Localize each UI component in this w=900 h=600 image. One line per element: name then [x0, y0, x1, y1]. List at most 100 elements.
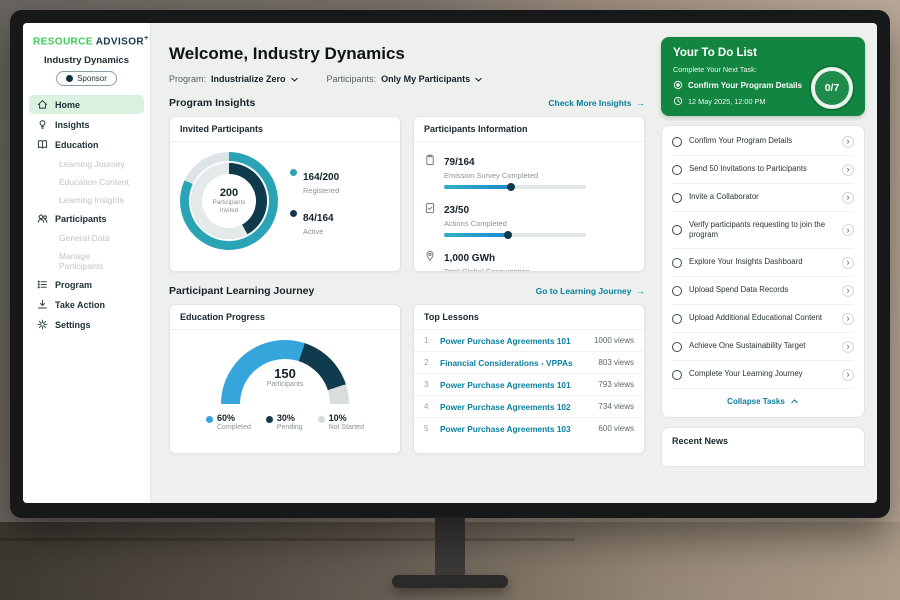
chevron-right-icon[interactable]: ›	[842, 340, 854, 353]
page-title: Welcome, Industry Dynamics	[169, 44, 405, 63]
lesson-link[interactable]: Financial Considerations - VPPAs	[440, 357, 573, 368]
stat-row: 1,000 GWh Total Global Consumption	[424, 248, 634, 272]
checkbox-circle-icon[interactable]	[672, 164, 682, 175]
checkbox-circle-icon[interactable]	[672, 136, 682, 147]
todo-task-row[interactable]: Upload Spend Data Records ›	[672, 277, 854, 306]
monitor-bezel: RESOURCE ADVISOR+ Industry Dynamics Spon…	[10, 10, 890, 518]
gauge-center-value: 150	[274, 366, 296, 381]
lesson-link[interactable]: Power Purchase Agreements 102	[440, 401, 571, 412]
todo-subtitle: Complete Your Next Task:	[673, 65, 757, 74]
clock-icon	[673, 96, 683, 106]
todo-tasks-card: Confirm Your Program Details › Send 50 I…	[661, 125, 865, 419]
sidebar-item-insights[interactable]: Insights	[29, 115, 144, 134]
todo-task-row[interactable]: Achieve One Sustainability Target ›	[672, 333, 854, 362]
chevron-right-icon[interactable]: ›	[842, 368, 854, 381]
checkbox-circle-icon[interactable]	[672, 369, 682, 380]
chevron-right-icon[interactable]: ›	[842, 224, 854, 237]
todo-next-task[interactable]: Confirm Your Program Details	[673, 80, 813, 90]
todo-task-row[interactable]: Explore Your Insights Dashboard ›	[672, 249, 854, 278]
brand-advisor: ADVISOR	[95, 36, 145, 48]
sidebar-item-settings[interactable]: Settings	[29, 315, 144, 334]
people-icon	[37, 213, 48, 224]
participants-filter-value: Only My Participants	[381, 74, 471, 84]
sidebar-item-program[interactable]: Program	[29, 275, 144, 294]
lesson-views: 600 views	[598, 424, 634, 433]
legend-value: 164/200	[303, 171, 340, 183]
checkbox-circle-icon[interactable]	[672, 257, 682, 268]
legend-dot-completed	[206, 415, 213, 423]
todo-due-label: 12 May 2025, 12:00 PM	[688, 96, 766, 106]
org-name: Industry Dynamics	[44, 55, 129, 67]
sponsor-badge[interactable]: Sponsor	[56, 71, 117, 87]
chevron-right-icon[interactable]: ›	[842, 312, 854, 325]
insights-cards: Invited Participants 200 Participants In…	[169, 116, 645, 272]
checkbox-circle-icon[interactable]	[672, 341, 682, 352]
todo-task-row[interactable]: Confirm Your Program Details ›	[672, 128, 854, 156]
sidebar-item-education-content[interactable]: Education Content	[59, 176, 129, 187]
progress-bar	[444, 183, 586, 191]
legend-dot-registered	[290, 168, 297, 176]
sidebar-item-manage-participants[interactable]: Manage Participants	[59, 250, 104, 271]
legend-label: Not Started	[328, 424, 364, 431]
link-label: Check More Insights	[548, 98, 632, 108]
brand-logo[interactable]: RESOURCE ADVISOR+	[23, 33, 150, 53]
sidebar-item-label: Settings	[55, 319, 91, 330]
home-icon	[37, 99, 48, 110]
arrow-right-icon: →	[636, 98, 646, 108]
sidebar-item-general-data[interactable]: General Data	[59, 232, 110, 243]
go-to-learning-journey-link[interactable]: Go to Learning Journey →	[536, 286, 645, 296]
todo-task-row[interactable]: Invite a Collaborator ›	[672, 184, 854, 212]
todo-task-row[interactable]: Verify participants requesting to join t…	[672, 212, 854, 250]
stat-label: Total Global Consumption	[444, 267, 530, 272]
sidebar-item-education[interactable]: Education	[29, 135, 144, 154]
chevron-right-icon[interactable]: ›	[842, 135, 854, 148]
checkbox-circle-icon[interactable]	[672, 313, 682, 324]
monitor-stand-base	[392, 575, 508, 588]
chevron-right-icon[interactable]: ›	[842, 163, 854, 176]
legend-value: 30%	[276, 413, 295, 423]
lesson-link[interactable]: Power Purchase Agreements 101	[440, 335, 571, 346]
program-filter[interactable]: Program: Industrialize Zero	[169, 74, 299, 84]
sidebar-item-participants[interactable]: Participants	[29, 209, 144, 228]
stat-value: 79/164	[444, 157, 475, 168]
lesson-row: 1 Power Purchase Agreements 101 1000 vie…	[414, 330, 644, 352]
stat-label: Emission Survey Completed	[444, 171, 539, 180]
chevron-right-icon[interactable]: ›	[842, 256, 854, 269]
sidebar-item-label: Program	[55, 279, 93, 290]
sidebar-item-learning-journey[interactable]: Learning Journey	[59, 158, 125, 169]
checkbox-circle-icon[interactable]	[672, 285, 682, 296]
chevron-right-icon[interactable]: ›	[842, 191, 854, 204]
todo-task-row[interactable]: Send 50 Invitations to Participants ›	[672, 156, 854, 184]
lesson-link[interactable]: Power Purchase Agreements 103	[440, 423, 571, 434]
todo-task-row[interactable]: Upload Additional Educational Content ›	[672, 305, 854, 334]
todo-task-label: Verify participants requesting to join t…	[689, 219, 826, 240]
stat-row: 79/164 Emission Survey Completed	[424, 152, 634, 191]
recent-news-title: Recent News	[672, 436, 729, 447]
gauge-legend: 60% Completed 30% Pending 10% Not Starte…	[206, 413, 364, 431]
check-more-insights-link[interactable]: Check More Insights →	[548, 98, 645, 108]
legend-value: 60%	[217, 413, 236, 423]
sidebar-item-learning-insights[interactable]: Learning Insights	[59, 194, 124, 205]
card-title: Invited Participants	[170, 117, 400, 142]
brand-resource: RESOURCE	[33, 36, 93, 48]
card-title: Participants Information	[414, 117, 644, 142]
collapse-tasks-button[interactable]: Collapse Tasks	[672, 389, 854, 415]
todo-task-row[interactable]: Complete Your Learning Journey ›	[672, 361, 854, 390]
chevron-right-icon[interactable]: ›	[842, 284, 854, 297]
filters-bar: Program: Industrialize Zero Participants…	[169, 74, 645, 84]
survey-icon	[424, 153, 436, 166]
stat-row: 23/50 Actions Completed	[424, 200, 634, 239]
lesson-row: 2 Financial Considerations - VPPAs 803 v…	[414, 352, 644, 374]
lesson-link[interactable]: Power Purchase Agreements 101	[440, 379, 571, 390]
legend-dot-not-started	[317, 415, 325, 423]
sponsor-badge-label: Sponsor	[77, 74, 107, 84]
sidebar-item-take-action[interactable]: Take Action	[29, 295, 144, 314]
sidebar-item-home[interactable]: Home	[29, 95, 144, 115]
lightbulb-icon	[37, 119, 48, 130]
checkbox-circle-icon[interactable]	[672, 225, 682, 236]
checkbox-circle-icon[interactable]	[672, 192, 682, 203]
stat-value: 1,000 GWh	[444, 253, 496, 264]
gear-icon	[37, 319, 48, 330]
participants-filter[interactable]: Participants: Only My Participants	[327, 74, 484, 84]
